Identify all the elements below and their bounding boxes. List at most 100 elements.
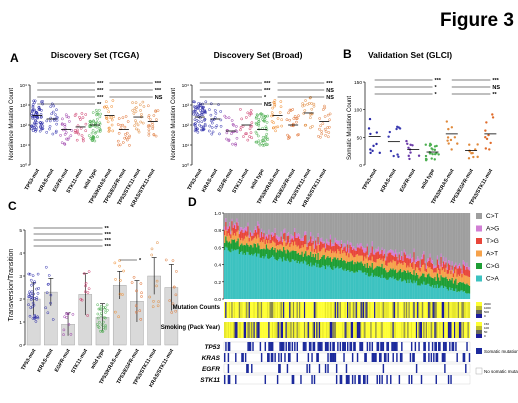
data-point — [297, 133, 300, 136]
mutation-cell — [392, 353, 394, 362]
heat-cell — [367, 322, 370, 338]
heat-cell — [435, 302, 437, 318]
data-point — [375, 131, 379, 134]
data-point — [192, 110, 195, 113]
data-point — [310, 107, 314, 111]
data-point — [81, 137, 85, 140]
spectrum-segment — [289, 252, 291, 263]
data-point — [240, 117, 244, 121]
spectrum-segment — [361, 263, 364, 273]
spectrum-segment — [435, 213, 437, 266]
data-point — [312, 102, 316, 106]
spectrum-segment — [426, 283, 429, 299]
data-point — [108, 129, 111, 132]
spectrum-segment — [331, 261, 333, 270]
data-point — [64, 312, 68, 315]
data-point — [124, 115, 128, 118]
spectrum-segment — [338, 245, 340, 252]
track-label: Smoking (Pack Year) — [161, 325, 220, 331]
heat-cell — [466, 302, 468, 318]
spectrum-segment — [401, 256, 403, 264]
heat-cell — [445, 322, 447, 338]
heat-cell — [355, 322, 357, 338]
spectrum-segment — [227, 242, 230, 251]
spectrum-segment — [253, 254, 255, 299]
mutation-cell — [380, 342, 382, 351]
heat-cell — [290, 322, 292, 338]
data-point — [295, 120, 298, 124]
spectrum-segment — [342, 253, 344, 261]
y-tick-label: 10⁴ — [20, 83, 27, 89]
spectrum-segment — [370, 267, 372, 276]
spectrum-segment — [335, 240, 338, 244]
track-legend-swatch — [476, 330, 482, 334]
y-tick-label: 0 — [19, 343, 22, 349]
spectrum-segment — [328, 245, 330, 252]
mutation-cell — [248, 342, 251, 351]
y-tick-label: 10² — [20, 123, 27, 129]
spectrum-segment — [431, 260, 434, 264]
heat-cell — [402, 322, 404, 338]
spectrum-segment — [310, 246, 312, 252]
spectrum-segment — [338, 213, 340, 241]
mutation-cell — [329, 353, 332, 362]
heat-cell — [338, 322, 340, 338]
data-point — [132, 275, 136, 279]
spectrum-segment — [297, 213, 300, 234]
spectrum-segment — [307, 242, 310, 250]
spectrum-segment — [253, 232, 255, 239]
spectrum-segment — [348, 270, 350, 299]
spectrum-segment — [431, 285, 434, 299]
heat-cell — [381, 302, 383, 318]
mutation-cell — [350, 342, 353, 351]
spectrum-segment — [335, 267, 338, 299]
spectrum-segment — [248, 237, 250, 242]
track-legend-label: 500 — [484, 310, 489, 314]
data-point — [121, 123, 125, 127]
data-point — [38, 129, 42, 133]
spectrum-segment — [247, 235, 249, 245]
spectrum-segment — [324, 252, 327, 260]
spectrum-segment — [319, 238, 322, 242]
spectrum-segment — [332, 259, 334, 271]
spectrum-segment — [387, 250, 389, 254]
spectrum-segment — [450, 267, 452, 271]
heat-cell — [300, 322, 302, 338]
data-point — [198, 123, 201, 127]
spectrum-segment — [396, 252, 398, 257]
data-point — [48, 125, 52, 128]
spectrum-segment — [398, 252, 401, 255]
spectrum-segment — [334, 251, 337, 258]
spectrum-segment — [324, 248, 327, 253]
spectrum-segment — [295, 260, 297, 299]
panel-letter-c: C — [8, 199, 17, 213]
spectrum-segment — [260, 231, 263, 241]
spectrum-segment — [438, 277, 440, 289]
spectrum-segment — [436, 284, 439, 299]
spectrum-segment — [347, 252, 349, 262]
mutation-cell — [310, 342, 312, 351]
spectrum-segment — [244, 254, 247, 299]
spectrum-segment — [365, 247, 367, 252]
spectrum-segment — [285, 261, 287, 299]
spectrum-segment — [414, 263, 417, 271]
spectrum-segment — [350, 242, 353, 247]
data-point — [250, 121, 254, 125]
spectrum-segment — [360, 246, 362, 256]
data-point — [49, 105, 53, 108]
data-point — [86, 291, 90, 294]
spectrum-segment — [231, 239, 233, 249]
spectrum-segment — [290, 239, 292, 245]
spectrum-segment — [365, 274, 367, 299]
spectrum-segment — [281, 245, 284, 252]
data-point — [411, 144, 414, 147]
chart-broad: 10⁰10¹10²10³10⁴TP53-mutKRAS-mutEGFR-mutS… — [182, 81, 335, 208]
heat-cell — [413, 322, 415, 338]
mutation-cell — [286, 364, 289, 373]
spectrum-segment — [380, 213, 382, 251]
data-point — [35, 111, 39, 115]
spectrum-segment — [302, 240, 305, 248]
spectrum-segment — [378, 266, 381, 277]
spectrum-segment — [233, 249, 236, 299]
panel-b-title: Validation Set (GLCI) — [368, 50, 452, 60]
